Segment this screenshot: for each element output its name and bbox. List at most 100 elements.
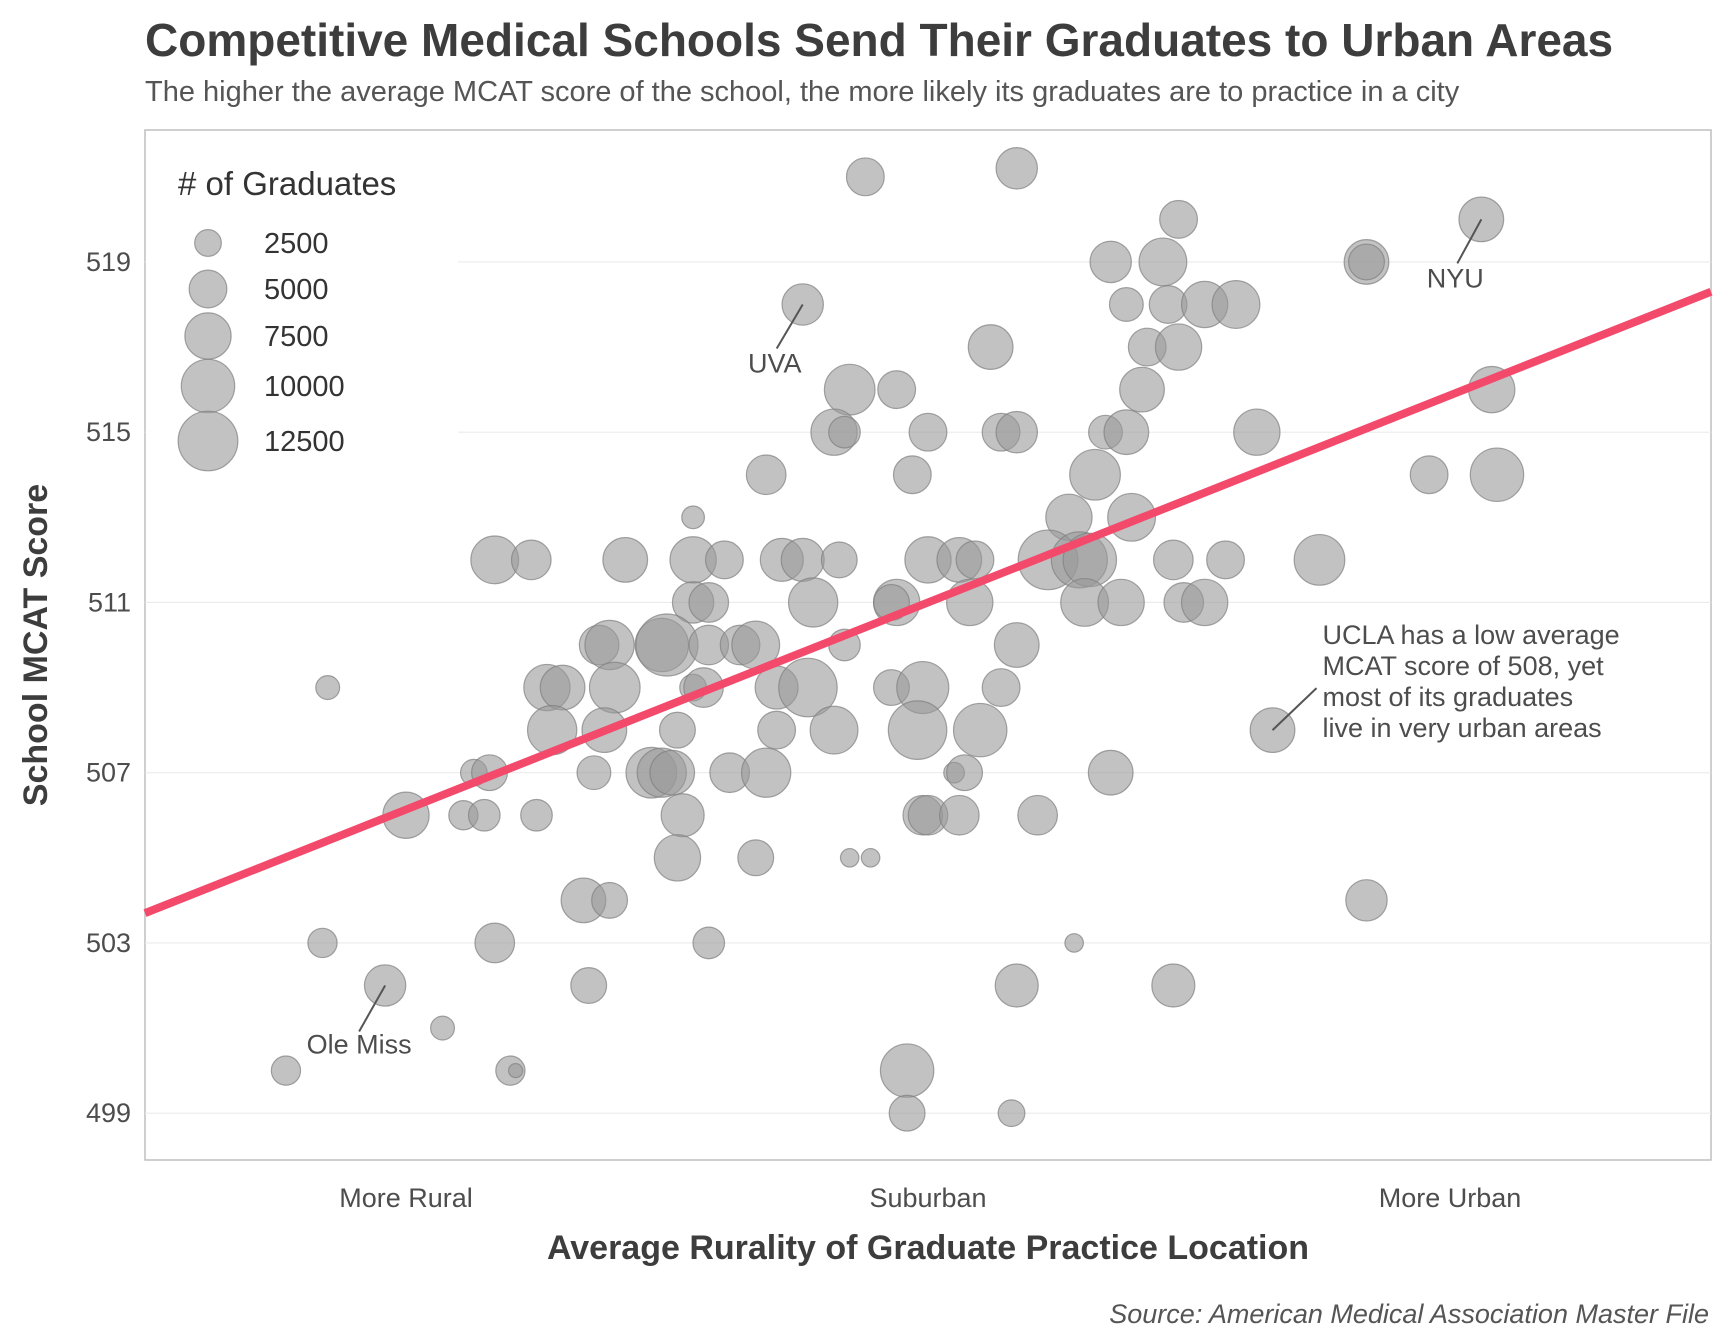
data-point [1119,366,1165,413]
legend-label: 2500 [264,228,329,260]
data-point [602,536,649,583]
legend-label: 12500 [264,426,345,458]
legend: # of Graduates 2500 5000 7500 10000 12500 [146,150,458,480]
data-point [757,710,797,750]
data-point [993,622,1040,668]
data-point [938,794,980,836]
data-point [981,668,1021,708]
data-point [1293,533,1346,586]
data-point [658,711,696,749]
data-point [952,702,1008,758]
data-point [1211,280,1261,329]
annotation-leader [1271,687,1318,731]
annotation-label: UCLA has a low average MCAT score of 508,… [1323,620,1620,743]
x-tick-label: Suburban [869,1183,986,1213]
data-point [474,922,516,964]
annotation-layer: UVA NYU Ole Miss UCLA has a low average MCAT… [307,218,1620,1059]
data-point [1159,199,1199,239]
data-point [653,834,702,882]
data-point [995,410,1039,454]
legend-key [184,312,232,360]
data-point [507,1062,524,1079]
legend-key [180,358,236,414]
data-point [828,415,861,449]
data-point [307,927,338,959]
legend-key [177,410,239,472]
data-point [879,1043,935,1098]
y-tick-label: 511 [88,587,131,617]
data-point [955,540,995,580]
data-point [1347,243,1385,281]
data-point [778,657,838,718]
data-point [591,881,629,919]
data-point [995,147,1039,190]
trend-line [143,288,1713,917]
data-point [270,1055,302,1086]
data-point [745,454,787,496]
data-point [692,926,726,960]
data-point [997,1099,1026,1128]
data-point [877,370,917,410]
data-point [888,1094,926,1132]
annotation-label: Ole Miss [307,1029,412,1059]
data-point [430,1015,456,1041]
data-point [467,798,501,832]
y-axis-title: School MCAT Score [17,484,55,806]
data-point [820,541,858,579]
data-point [1151,963,1196,1008]
data-point [1138,237,1188,287]
y-tick-label: 499 [86,1098,131,1128]
x-axis-title: Average Rurality of Graduate Practice Lo… [547,1229,1309,1267]
data-point [737,839,775,877]
data-point [845,157,885,197]
data-point [908,412,948,452]
annotation-leader [1456,218,1483,264]
data-point [704,540,744,580]
data-point [809,705,859,755]
annotation-label: UVA [748,349,802,379]
y-tick-label: 507 [86,758,131,788]
data-point [570,966,608,1004]
legend-title: # of Graduates [178,165,396,202]
y-tick-label: 519 [86,247,131,277]
data-point [994,963,1039,1008]
data-point [660,793,705,838]
data-point [1108,287,1144,322]
data-point [681,505,706,530]
data-point [823,363,876,416]
chart-title: Competitive Medical Schools Send Their G… [145,14,1613,66]
annotation-label: NYU [1427,263,1484,293]
data-point [780,537,825,582]
data-point [1233,408,1281,456]
legend-label: 7500 [264,321,329,353]
data-point [520,798,553,832]
data-point [1469,447,1525,503]
data-point [1069,448,1121,501]
data-point [576,755,612,791]
legend-key [188,269,228,309]
x-tick-label: More Rural [339,1183,473,1213]
data-point [1152,539,1194,581]
chart-subtitle: The higher the average MCAT score of the… [145,76,1460,108]
annotation-leader [775,303,804,350]
data-point [1089,240,1132,284]
y-tick-label: 503 [86,928,131,958]
x-tick-label: More Urban [1379,1183,1522,1213]
data-point [892,455,932,495]
data-point [1097,578,1145,627]
source-caption: Source: American Medical Association Mas… [1109,1299,1709,1329]
legend-label: 10000 [264,371,345,403]
data-point [887,700,948,760]
data-point [1458,196,1505,243]
data-point [787,577,839,628]
data-point [1345,879,1388,922]
data-point [946,754,984,792]
data-point [510,539,552,581]
data-point [740,747,792,798]
data-point [1206,540,1246,580]
data-point [860,847,881,868]
data-point [1087,749,1134,796]
bubble-layer [270,147,1525,1132]
data-point [539,664,586,711]
